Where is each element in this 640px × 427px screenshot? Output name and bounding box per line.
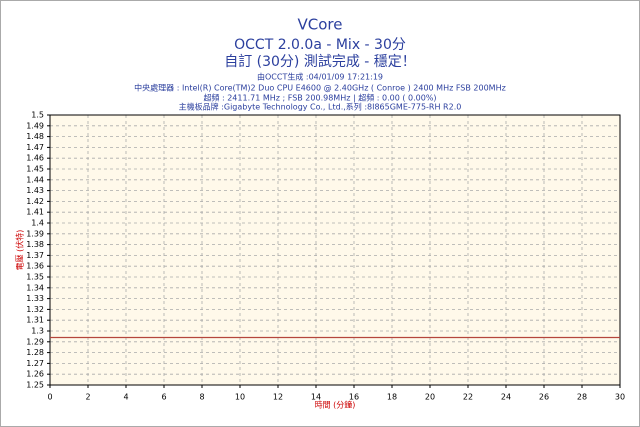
x-tick-label: 16 xyxy=(349,393,359,402)
x-tick-label: 10 xyxy=(235,393,245,402)
y-tick-label: 1.25 xyxy=(26,381,44,390)
y-tick-label: 1.41 xyxy=(26,208,44,217)
y-tick-label: 1.28 xyxy=(26,348,44,357)
info-line: 主機板品牌 :Gigabyte Technology Co., Ltd.,系列 … xyxy=(179,102,462,112)
x-tick-label: 20 xyxy=(425,393,435,402)
x-tick-label: 6 xyxy=(161,393,166,402)
y-tick-label: 1.47 xyxy=(26,143,44,152)
y-tick-label: 1.29 xyxy=(26,337,44,346)
chart-title: VCore xyxy=(298,16,343,34)
y-tick-label: 1.5 xyxy=(31,111,44,120)
y-tick-label: 1.38 xyxy=(26,240,44,249)
chart-subtitle: OCCT 2.0.0a - Mix - 30分 xyxy=(234,37,406,53)
x-axis-label: 時間 (分鐘) xyxy=(315,400,356,410)
y-tick-label: 1.43 xyxy=(26,186,44,195)
y-tick-label: 1.26 xyxy=(26,370,44,379)
x-tick-label: 0 xyxy=(47,393,52,402)
y-tick-label: 1.3 xyxy=(31,327,44,336)
x-tick-label: 2 xyxy=(85,393,90,402)
y-tick-label: 1.31 xyxy=(26,316,44,325)
x-tick-label: 30 xyxy=(615,393,625,402)
x-tick-label: 26 xyxy=(539,393,549,402)
x-tick-label: 18 xyxy=(387,393,397,402)
plot-border xyxy=(49,114,621,386)
y-tick-label: 1.36 xyxy=(26,262,44,271)
y-tick-label: 1.4 xyxy=(31,219,44,228)
x-tick-label: 8 xyxy=(199,393,204,402)
y-tick-label: 1.45 xyxy=(26,165,44,174)
y-tick-label: 1.48 xyxy=(26,132,44,141)
y-tick-label: 1.42 xyxy=(26,197,44,206)
plot-area xyxy=(50,115,620,385)
x-tick-label: 4 xyxy=(123,393,128,402)
y-tick-label: 1.34 xyxy=(26,283,44,292)
x-tick-label: 24 xyxy=(501,393,511,402)
y-tick-label: 1.33 xyxy=(26,294,44,303)
info-line: 超頻 : 2411.71 MHz ; FSB 200.98MHz | 超頻 : … xyxy=(203,93,436,103)
x-tick-label: 28 xyxy=(577,393,587,402)
x-tick-label: 22 xyxy=(463,393,473,402)
y-tick-label: 1.35 xyxy=(26,273,44,282)
y-tick-label: 1.39 xyxy=(26,229,44,238)
info-line: 由OCCT生成 :04/01/09 17:21:19 xyxy=(257,72,383,82)
y-tick-label: 1.27 xyxy=(26,359,44,368)
y-axis-label: 電壓 (伏特) xyxy=(15,230,25,271)
info-line: 中央處理器 : Intel(R) Core(TM)2 Duo CPU E4600… xyxy=(134,83,506,93)
y-tick-label: 1.44 xyxy=(26,175,44,184)
y-tick-label: 1.49 xyxy=(26,121,44,130)
chart-subtitle: 自訂 (30分) 測試完成 - 穩定！ xyxy=(224,54,416,70)
x-tick-label: 12 xyxy=(273,393,283,402)
y-tick-label: 1.46 xyxy=(26,154,44,163)
y-tick-label: 1.32 xyxy=(26,305,44,314)
x-tick-label: 14 xyxy=(311,393,321,402)
y-tick-label: 1.37 xyxy=(26,251,44,260)
